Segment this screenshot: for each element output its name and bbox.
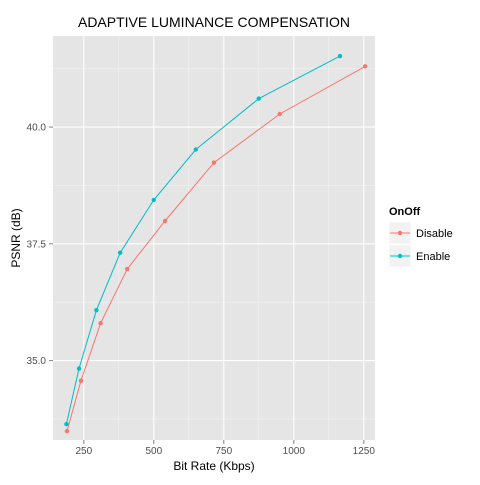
x-axis-title: Bit Rate (Kbps) [173, 459, 254, 473]
data-point-disable [278, 112, 282, 116]
x-tick-label: 1000 [283, 446, 306, 457]
legend-label: Disable [416, 228, 453, 240]
x-tick-label: 500 [145, 446, 162, 457]
data-point-enable [64, 422, 68, 426]
legend-key-point [398, 254, 402, 258]
x-tick-label: 250 [75, 446, 92, 457]
chart-title: ADAPTIVE LUMINANCE COMPENSATION [78, 14, 350, 30]
y-tick-label: 37.5 [27, 239, 47, 250]
y-tick-label: 40.0 [27, 123, 47, 134]
data-point-enable [77, 366, 81, 370]
data-point-disable [163, 219, 167, 223]
data-point-enable [194, 147, 198, 151]
y-axis-title: PSNR (dB) [9, 208, 23, 267]
data-point-disable [212, 160, 216, 164]
data-point-disable [363, 64, 367, 68]
data-point-enable [94, 308, 98, 312]
data-point-enable [257, 96, 261, 100]
x-tick-label: 1250 [353, 446, 376, 457]
data-point-disable [79, 378, 83, 382]
legend: OnOff Disable Enable [389, 206, 453, 267]
legend-key-point [398, 231, 402, 235]
legend-item-disable: Disable [389, 222, 453, 244]
data-point-disable [98, 321, 102, 325]
legend-item-enable: Enable [389, 245, 450, 267]
data-point-enable [118, 251, 122, 255]
data-point-disable [125, 267, 129, 271]
plot-panel [53, 36, 375, 440]
legend-label: Enable [416, 251, 450, 263]
data-point-disable [65, 429, 69, 433]
legend-title: OnOff [389, 206, 420, 218]
x-tick-label: 750 [215, 446, 232, 457]
y-tick-label: 35.0 [27, 356, 47, 367]
data-point-enable [338, 54, 342, 58]
data-point-enable [152, 198, 156, 202]
